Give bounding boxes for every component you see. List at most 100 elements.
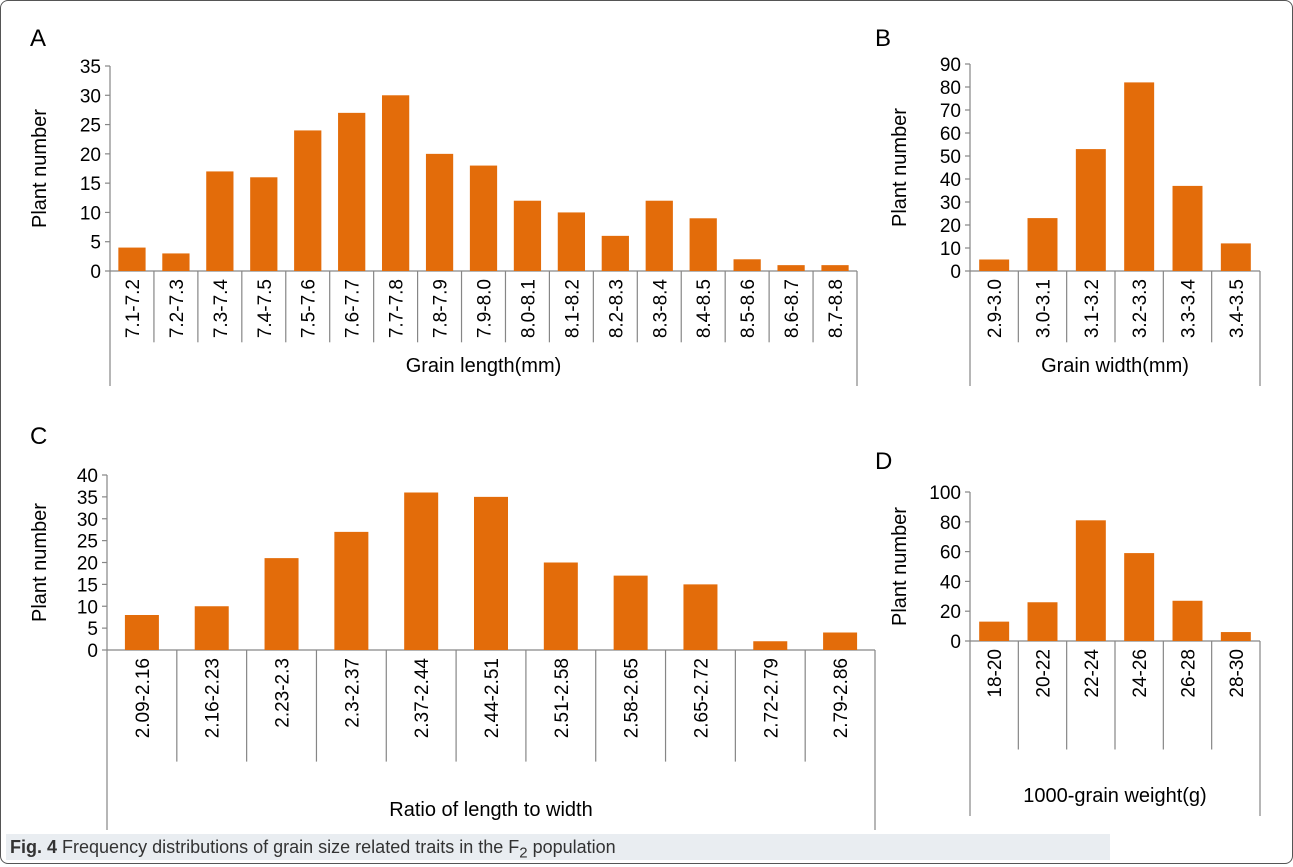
y-tick-label: 20 [940,602,961,623]
y-tick-label: 80 [940,513,961,534]
bar [513,200,542,271]
bar [1075,149,1106,271]
y-tick-label: 20 [80,145,101,166]
x-category-label: 2.16-2.23 [203,658,224,738]
y-tick-label: 30 [77,510,98,531]
panel-letter: B [875,25,891,52]
y-tick-label: 15 [80,174,101,195]
x-category-label: 8.5-8.6 [738,279,759,338]
y-tick-label: 35 [80,57,101,78]
x-category-label: 20-22 [1034,649,1055,698]
bar [250,177,278,271]
bar [1220,632,1251,641]
x-category-label: 2.58-2.65 [622,658,643,738]
y-tick-label: 90 [940,55,961,76]
bar [613,575,648,650]
x-category-label: 8.2-8.3 [606,279,627,338]
y-tick-label: 0 [950,632,961,653]
x-category-label: 8.1-8.2 [562,279,583,338]
x-category-label: 2.79-2.86 [831,658,852,738]
bar [1075,520,1106,641]
bar [338,112,366,271]
x-category-label: 7.1-7.2 [123,279,144,338]
bar [1220,243,1251,271]
y-tick-label: 25 [80,116,101,137]
x-axis-title: Grain length(mm) [406,355,562,377]
x-category-label: 24-26 [1130,649,1151,698]
bar [645,200,673,271]
chart-panel-a: A 0 5 10 15 20 25 30 35 Plant number 7.1-7.2 7.2-7.… [29,25,858,386]
y-tick-label: 30 [80,86,101,107]
x-category-label: 2.09-2.16 [133,658,154,738]
bar [124,615,159,650]
figure-caption: Fig. 4 Frequency distributions of grain … [6,834,1110,862]
bar [683,584,718,650]
x-category-label: 2.51-2.58 [552,658,573,738]
x-category-label: 7.5-7.6 [299,279,320,338]
bar [469,165,498,271]
bar [979,259,1010,271]
y-tick-label: 0 [950,262,961,283]
y-tick-label: 80 [940,78,961,99]
y-tick-label: 20 [940,216,961,237]
bar [206,171,234,271]
panel-letter: C [30,423,47,450]
y-tick-label: 10 [80,203,101,224]
bar [1027,218,1058,271]
panel-letter: D [875,448,892,475]
y-tick-label: 15 [77,575,98,596]
x-category-label: 8.7-8.8 [826,279,847,338]
x-category-label: 7.7-7.8 [387,279,408,338]
x-category-label: 22-24 [1082,649,1103,698]
y-tick-label: 0 [87,641,98,662]
bar [425,153,454,271]
bar [194,606,229,650]
bar [979,621,1010,641]
bar [294,130,322,271]
y-tick-label: 25 [77,532,98,553]
x-category-label: 3.1-3.2 [1082,279,1103,338]
x-axis-title: 1000-grain weight(g) [1023,785,1206,807]
x-category-label: 3.3-3.4 [1179,279,1200,339]
bar [334,531,369,650]
bar [1124,82,1155,272]
y-tick-label: 30 [940,193,961,214]
bar [162,253,190,271]
y-tick-label: 10 [940,239,961,260]
bar [381,95,410,272]
y-tick-label: 5 [90,233,101,254]
y-tick-label: 60 [940,124,961,145]
y-tick-label: 10 [77,597,98,618]
y-axis-title: Plant number [29,503,51,622]
x-category-label: 7.4-7.5 [255,279,276,338]
x-category-label: 2.3-2.37 [342,658,363,728]
y-tick-label: 60 [940,543,961,564]
caption-text-end: population [527,837,616,857]
caption-subscript: 2 [519,844,528,862]
bar [821,265,849,271]
bar [733,259,761,271]
x-category-label: 2.9-3.0 [985,279,1006,338]
bar [1172,600,1203,641]
bar [753,641,788,650]
x-axis-title: Grain width(mm) [1041,355,1189,377]
x-category-label: 2.44-2.51 [482,658,503,738]
bar [264,558,299,650]
x-category-label: 26-28 [1179,649,1200,698]
x-axis-title: Ratio of length to width [389,799,592,821]
bar [404,492,439,650]
x-category-label: 3.2-3.3 [1130,279,1151,338]
bar [1124,553,1155,641]
y-tick-label: 40 [940,170,961,191]
x-category-label: 2.23-2.3 [273,658,294,728]
caption-fig-label: Fig. 4 [10,837,58,857]
bar [557,212,586,271]
y-axis-title: Plant number [889,108,911,227]
x-category-label: 8.3-8.4 [650,279,671,339]
y-tick-label: 20 [77,554,98,575]
y-tick-label: 5 [87,619,98,640]
x-category-label: 7.2-7.3 [167,279,188,338]
y-tick-label: 35 [77,488,98,509]
